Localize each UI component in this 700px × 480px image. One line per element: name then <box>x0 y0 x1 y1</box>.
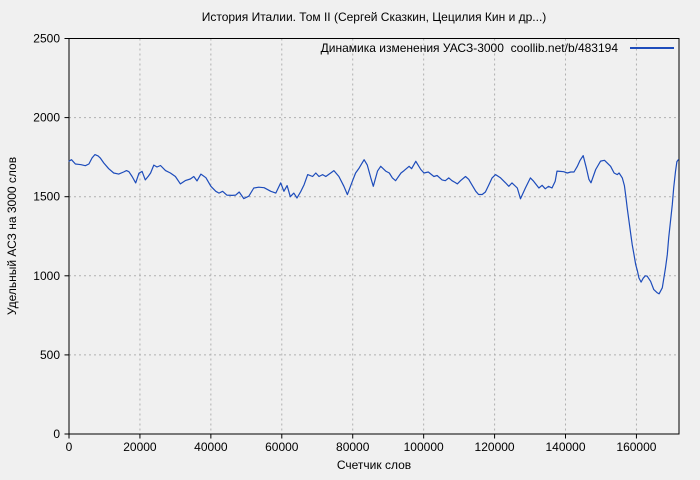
svg-text:80000: 80000 <box>336 440 370 454</box>
svg-text:2500: 2500 <box>33 32 60 46</box>
svg-text:1000: 1000 <box>33 269 60 283</box>
svg-text:500: 500 <box>40 348 60 362</box>
svg-text:1500: 1500 <box>33 190 60 204</box>
x-axis-label: Счетчик слов <box>336 458 412 472</box>
legend: Динамика изменения УАСЗ-3000 coollib.net… <box>320 40 674 55</box>
svg-text:2000: 2000 <box>33 111 60 125</box>
svg-text:120000: 120000 <box>475 440 515 454</box>
legend-line-sample-icon <box>630 46 674 49</box>
svg-text:20000: 20000 <box>123 440 157 454</box>
legend-label: Динамика изменения УАСЗ-3000 coollib.net… <box>320 40 618 55</box>
svg-text:140000: 140000 <box>545 440 585 454</box>
svg-text:40000: 40000 <box>194 440 228 454</box>
svg-text:0: 0 <box>53 427 60 441</box>
svg-text:100000: 100000 <box>404 440 444 454</box>
y-axis-label: Удельный АСЗ на 3000 слов <box>5 156 19 316</box>
chart-title: История Италии. Том II (Сергей Сказкин, … <box>201 10 547 24</box>
svg-text:0: 0 <box>66 440 73 454</box>
svg-text:160000: 160000 <box>616 440 656 454</box>
svg-text:60000: 60000 <box>265 440 299 454</box>
